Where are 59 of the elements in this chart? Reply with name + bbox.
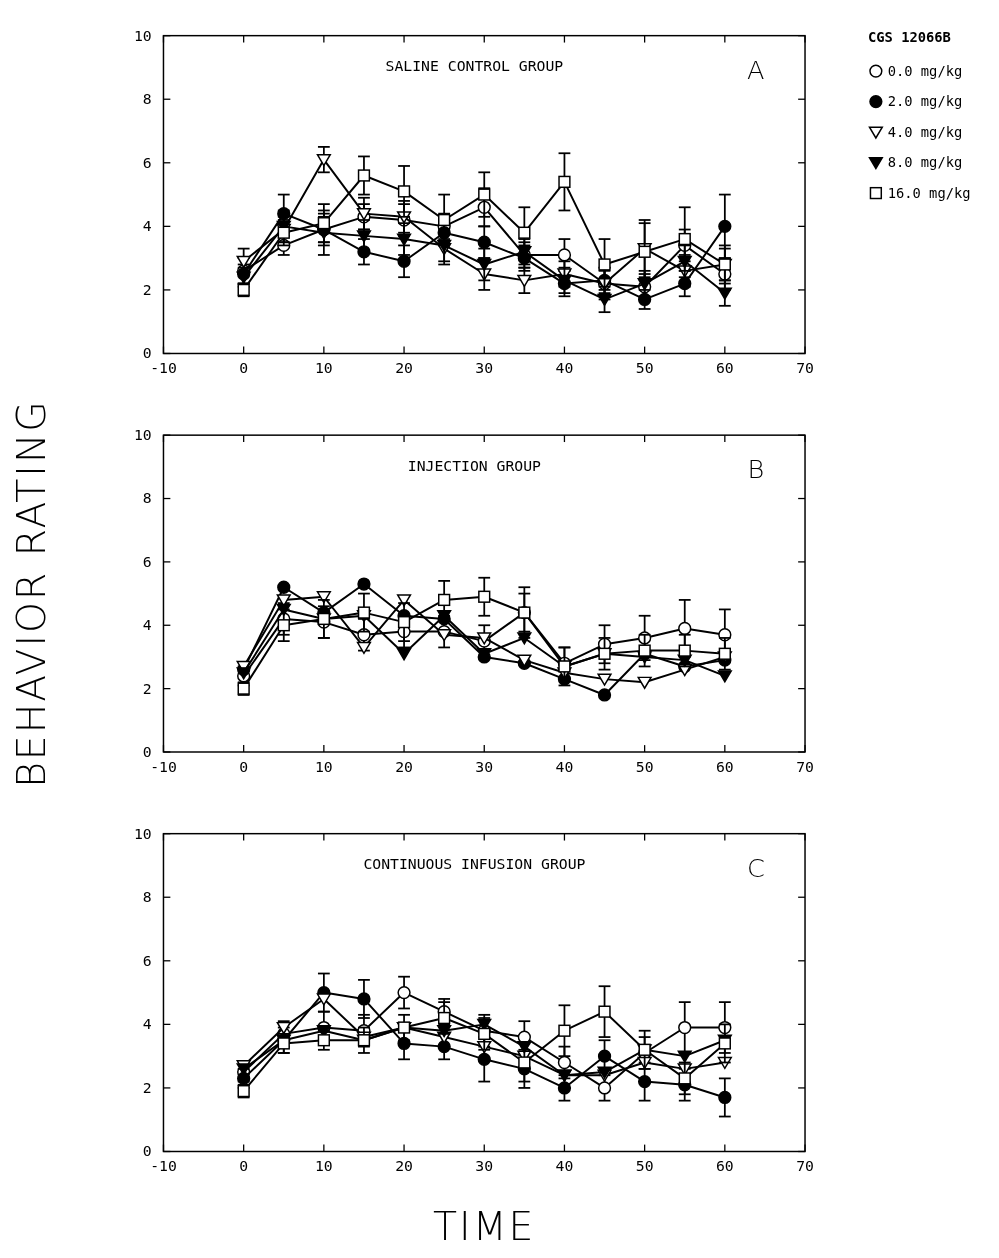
x-tick-label: 40 — [555, 359, 574, 377]
y-tick-label: 0 — [142, 344, 152, 362]
y-tick-label: 6 — [142, 153, 152, 171]
y-tick-label: 2 — [142, 1078, 152, 1096]
y-tick-label: 4 — [142, 616, 152, 634]
text: INJECTION GROUP — [407, 456, 542, 474]
y-tick-label: 10 — [133, 426, 152, 444]
x-tick-label: 70 — [796, 359, 814, 377]
x-tick-label: 30 — [475, 1157, 494, 1175]
x-tick-label: 60 — [715, 1157, 734, 1175]
legend-label: 0.0 mg/kg — [887, 63, 963, 79]
y-tick-label: 0 — [142, 1142, 152, 1160]
x-tick-label: 60 — [715, 359, 734, 377]
x-tick-label: 20 — [395, 757, 413, 775]
x-tick-label: 0 — [239, 1157, 249, 1175]
y-tick-label: 8 — [142, 90, 152, 108]
x-tick-label: 70 — [796, 1157, 814, 1175]
x-tick-label: 20 — [395, 1157, 413, 1175]
text: SALINE CONTROL GROUP — [385, 57, 564, 75]
y-tick-label: 8 — [142, 888, 152, 906]
y-tick-label: 6 — [142, 951, 152, 969]
x-tick-label: 10 — [314, 757, 333, 775]
x-tick-label: 60 — [715, 757, 734, 775]
x-tick-label: 0 — [239, 757, 249, 775]
x-tick-label: -10 — [150, 757, 177, 775]
x-tick-label: 30 — [475, 757, 494, 775]
x-axis-title: TIME — [433, 1203, 536, 1250]
legend-label: 8.0 mg/kg — [887, 154, 963, 171]
legend-title: CGS 12066B — [868, 28, 951, 45]
x-tick-label: 10 — [314, 359, 333, 377]
y-tick-label: 4 — [142, 217, 152, 235]
text: CONTINUOUS INFUSION GROUP — [363, 855, 586, 873]
y-tick-label: 10 — [133, 26, 152, 44]
legend-label: 4.0 mg/kg — [887, 124, 963, 141]
x-tick-label: 70 — [796, 757, 814, 775]
legend-label: 16.0 mg/kg — [887, 185, 971, 202]
y-tick-label: 0 — [142, 742, 152, 760]
x-tick-label: 50 — [635, 359, 654, 377]
y-tick-label: 2 — [142, 679, 152, 697]
annotation: C — [746, 852, 765, 883]
y-axis-title: BEHAVIOR RATING — [8, 399, 55, 788]
x-tick-label: 50 — [635, 1157, 654, 1175]
y-tick-label: 10 — [133, 824, 152, 842]
x-tick-label: -10 — [150, 1157, 177, 1175]
y-tick-label: 8 — [142, 489, 152, 507]
x-tick-label: 50 — [635, 757, 654, 775]
x-tick-label: 40 — [555, 757, 574, 775]
x-tick-label: 10 — [314, 1157, 333, 1175]
legend-label: 2.0 mg/kg — [887, 93, 963, 110]
y-tick-label: 2 — [142, 280, 152, 298]
x-tick-label: 0 — [239, 359, 249, 377]
y-tick-label: 6 — [142, 552, 152, 570]
x-tick-label: -10 — [150, 359, 177, 377]
annotation: A — [747, 54, 765, 85]
x-tick-label: 20 — [395, 359, 413, 377]
x-tick-label: 30 — [475, 359, 494, 377]
x-tick-label: 40 — [555, 1157, 574, 1175]
annotation: B — [747, 454, 765, 485]
y-tick-label: 4 — [142, 1015, 152, 1033]
